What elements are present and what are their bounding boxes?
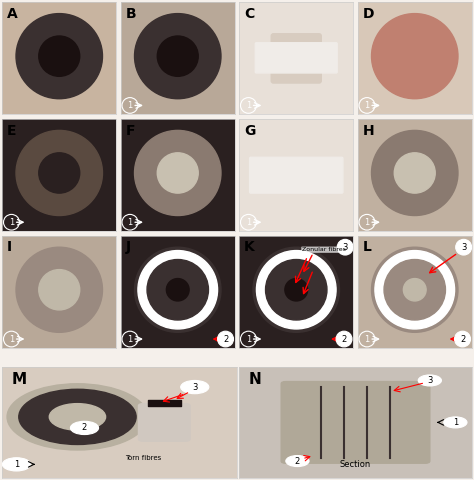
Text: 1: 1	[9, 218, 14, 227]
Text: 1: 1	[246, 218, 251, 227]
Text: Torn fibres: Torn fibres	[125, 455, 161, 461]
Circle shape	[16, 131, 102, 216]
Circle shape	[39, 270, 80, 310]
Text: A: A	[7, 7, 18, 21]
Circle shape	[285, 278, 308, 301]
Circle shape	[135, 247, 221, 332]
Circle shape	[166, 278, 189, 301]
Text: F: F	[126, 124, 135, 138]
Circle shape	[418, 375, 441, 386]
FancyBboxPatch shape	[271, 34, 321, 83]
Circle shape	[218, 331, 234, 347]
Text: 3: 3	[192, 383, 198, 392]
Text: M: M	[12, 372, 27, 386]
Circle shape	[337, 240, 353, 255]
Circle shape	[71, 421, 99, 434]
Circle shape	[276, 270, 317, 310]
Text: B: B	[126, 7, 136, 21]
Circle shape	[157, 36, 198, 76]
Text: E: E	[7, 124, 17, 138]
Text: D: D	[363, 7, 374, 21]
Text: C: C	[244, 7, 254, 21]
Text: J: J	[126, 240, 130, 254]
Circle shape	[39, 153, 80, 193]
Circle shape	[456, 240, 472, 255]
Text: 2: 2	[460, 335, 465, 344]
Text: K: K	[244, 240, 255, 254]
Circle shape	[256, 251, 336, 329]
Text: 3: 3	[427, 376, 432, 385]
Circle shape	[16, 13, 102, 99]
Text: 2: 2	[82, 423, 87, 432]
Text: Zonular fibres: Zonular fibres	[302, 247, 346, 252]
Circle shape	[336, 331, 352, 347]
Text: I: I	[7, 240, 12, 254]
Text: 1: 1	[128, 335, 133, 344]
Circle shape	[16, 247, 102, 332]
Text: 1: 1	[128, 218, 133, 227]
Circle shape	[265, 260, 327, 320]
Circle shape	[147, 260, 209, 320]
Text: 1: 1	[246, 335, 251, 344]
Circle shape	[372, 131, 458, 216]
Circle shape	[157, 153, 198, 193]
Circle shape	[253, 247, 339, 332]
Circle shape	[384, 260, 446, 320]
Circle shape	[19, 389, 136, 444]
Circle shape	[135, 13, 221, 99]
Circle shape	[138, 251, 218, 329]
Text: 3: 3	[461, 243, 466, 252]
Circle shape	[394, 153, 435, 193]
Circle shape	[372, 247, 458, 332]
FancyBboxPatch shape	[250, 157, 343, 193]
Text: 1: 1	[365, 101, 370, 110]
Text: 2: 2	[295, 456, 300, 466]
Circle shape	[2, 458, 30, 471]
Text: 1: 1	[365, 218, 370, 227]
Circle shape	[181, 381, 209, 394]
Text: G: G	[244, 124, 255, 138]
Text: 1: 1	[365, 335, 370, 344]
Text: 1: 1	[453, 418, 458, 427]
Circle shape	[375, 251, 455, 329]
Circle shape	[157, 270, 198, 310]
Circle shape	[394, 270, 435, 310]
Text: H: H	[363, 124, 374, 138]
Circle shape	[444, 417, 467, 428]
Text: 1: 1	[246, 101, 251, 110]
Text: N: N	[249, 372, 261, 386]
Text: 1: 1	[14, 460, 19, 469]
Text: 2: 2	[341, 335, 346, 344]
Circle shape	[403, 278, 426, 301]
Circle shape	[286, 456, 309, 467]
Circle shape	[455, 331, 471, 347]
Text: Section: Section	[340, 460, 371, 469]
Text: 1: 1	[9, 335, 14, 344]
Circle shape	[7, 384, 148, 450]
Text: 3: 3	[343, 243, 348, 252]
FancyBboxPatch shape	[255, 43, 337, 73]
Text: 1: 1	[128, 101, 133, 110]
FancyBboxPatch shape	[138, 404, 190, 441]
Text: 2: 2	[223, 335, 228, 344]
Circle shape	[49, 404, 106, 430]
Text: L: L	[363, 240, 371, 254]
Circle shape	[372, 13, 458, 99]
FancyBboxPatch shape	[281, 382, 430, 463]
Circle shape	[135, 131, 221, 216]
Circle shape	[39, 36, 80, 76]
